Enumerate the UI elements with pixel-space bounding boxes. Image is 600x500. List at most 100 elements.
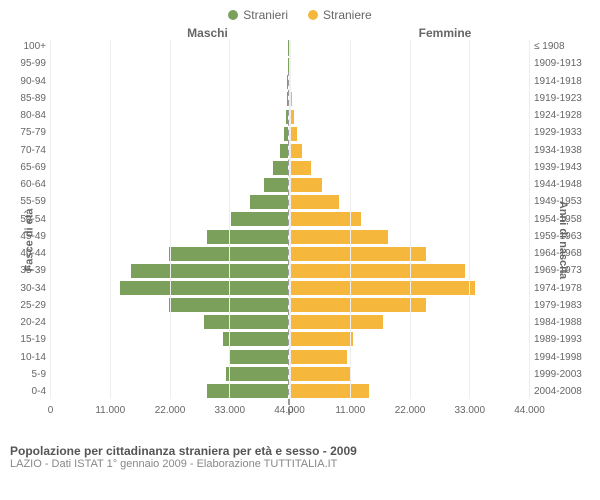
- age-label: 45-49: [8, 231, 46, 242]
- bar-male: [273, 161, 288, 175]
- x-tick: 0: [290, 405, 291, 416]
- bar-female: [290, 212, 361, 226]
- bar-male: [169, 247, 288, 261]
- age-label: 5-9: [8, 369, 46, 380]
- bar-female: [290, 75, 291, 89]
- birth-year-label: 1939-1943: [534, 162, 592, 173]
- age-label: 85-89: [8, 93, 46, 104]
- birth-year-label: 1994-1998: [534, 352, 592, 363]
- bar-male: [264, 178, 288, 192]
- bar-female: [290, 247, 426, 261]
- birth-year-label: 2004-2008: [534, 386, 592, 397]
- bar-female: [290, 144, 302, 158]
- bar-male: [223, 332, 288, 346]
- x-tick: 11.000: [110, 405, 111, 416]
- bar-male: [207, 384, 288, 398]
- x-tick: 11.000: [350, 405, 351, 416]
- bar-female: [290, 230, 388, 244]
- birth-year-label: 1944-1948: [534, 179, 592, 190]
- bar-female: [290, 281, 475, 295]
- x-tick: 22.000: [410, 405, 411, 416]
- age-label: 20-24: [8, 317, 46, 328]
- legend-item-male: Stranieri: [228, 8, 288, 22]
- chart-area: 100+95-9990-9485-8980-8475-7970-7465-696…: [8, 40, 592, 415]
- birth-year-label: ≤ 1908: [534, 41, 592, 52]
- bars-container: [50, 40, 530, 415]
- birth-year-label: 1964-1968: [534, 248, 592, 259]
- bar-male: [250, 195, 288, 209]
- age-label: 65-69: [8, 162, 46, 173]
- birth-year-label: 1914-1918: [534, 76, 592, 87]
- x-tick: 0: [50, 405, 51, 416]
- bar-male: [286, 110, 288, 124]
- chart-title: Popolazione per cittadinanza straniera p…: [10, 444, 590, 458]
- age-label: 15-19: [8, 334, 46, 345]
- age-label: 90-94: [8, 76, 46, 87]
- bar-male: [226, 367, 288, 381]
- bar-female: [290, 350, 347, 364]
- age-label: 50-54: [8, 214, 46, 225]
- chart-subtitle: LAZIO - Dati ISTAT 1° gennaio 2009 - Ela…: [10, 458, 590, 470]
- birth-year-label: 1919-1923: [534, 93, 592, 104]
- bar-female: [290, 110, 294, 124]
- bar-male: [131, 264, 288, 278]
- column-headers: Maschi Femmine: [0, 26, 600, 40]
- legend-item-female: Straniere: [308, 8, 372, 22]
- bar-male: [231, 212, 288, 226]
- age-label: 80-84: [8, 110, 46, 121]
- bar-male: [169, 298, 288, 312]
- bar-female: [290, 195, 339, 209]
- bar-female: [290, 161, 311, 175]
- age-label: 35-39: [8, 265, 46, 276]
- bar-female: [290, 332, 353, 346]
- legend: Stranieri Straniere: [0, 0, 600, 26]
- age-label: 95-99: [8, 58, 46, 69]
- footer: Popolazione per cittadinanza straniera p…: [0, 440, 600, 474]
- bar-female: [290, 58, 291, 72]
- bar-female: [290, 127, 297, 141]
- birth-year-label: 1979-1983: [534, 300, 592, 311]
- birth-year-label: 1999-2003: [534, 369, 592, 380]
- birth-year-label: 1959-1963: [534, 231, 592, 242]
- x-tick: 44.000: [529, 405, 530, 416]
- header-male: Maschi: [50, 26, 310, 40]
- x-tick: 33.000: [469, 405, 470, 416]
- legend-dot-female: [308, 10, 318, 20]
- legend-label-female: Straniere: [323, 8, 372, 22]
- bar-male: [229, 350, 289, 364]
- birth-year-label: 1909-1913: [534, 58, 592, 69]
- age-label: 40-44: [8, 248, 46, 259]
- bars-male: [50, 40, 290, 415]
- age-label: 60-64: [8, 179, 46, 190]
- bar-female: [290, 315, 383, 329]
- bar-male: [207, 230, 288, 244]
- bar-male: [287, 92, 288, 106]
- header-female: Femmine: [310, 26, 570, 40]
- bar-female: [290, 178, 322, 192]
- birth-year-label: 1929-1933: [534, 127, 592, 138]
- birth-year-label: 1924-1928: [534, 110, 592, 121]
- y-axis-right: ≤ 1908 1909-1913 1914-1918 1919-1923 1924-19…: [530, 40, 592, 415]
- age-label: 25-29: [8, 300, 46, 311]
- age-label: 30-34: [8, 283, 46, 294]
- bar-female: [290, 298, 426, 312]
- bar-female: [290, 367, 350, 381]
- birth-year-label: 1934-1938: [534, 145, 592, 156]
- age-label: 55-59: [8, 196, 46, 207]
- bar-male: [287, 75, 288, 89]
- bar-female: [290, 264, 465, 278]
- age-label: 75-79: [8, 127, 46, 138]
- bar-male: [284, 127, 288, 141]
- x-tick: 33.000: [229, 405, 230, 416]
- bar-male: [120, 281, 288, 295]
- x-axis: 44.000 33.000 22.000 11.000 0 0 11.000 22.000 3…: [50, 405, 530, 416]
- birth-year-label: 1969-1973: [534, 265, 592, 276]
- x-tick: 22.000: [170, 405, 171, 416]
- birth-year-label: 1949-1953: [534, 196, 592, 207]
- bar-female: [290, 92, 292, 106]
- age-label: 100+: [8, 41, 46, 52]
- birth-year-label: 1989-1993: [534, 334, 592, 345]
- chart-container: Fasce di età Anni di nascita 100+95-9990…: [0, 40, 600, 440]
- bar-male: [280, 144, 288, 158]
- y-axis-left: 100+95-9990-9485-8980-8475-7970-7465-696…: [8, 40, 50, 415]
